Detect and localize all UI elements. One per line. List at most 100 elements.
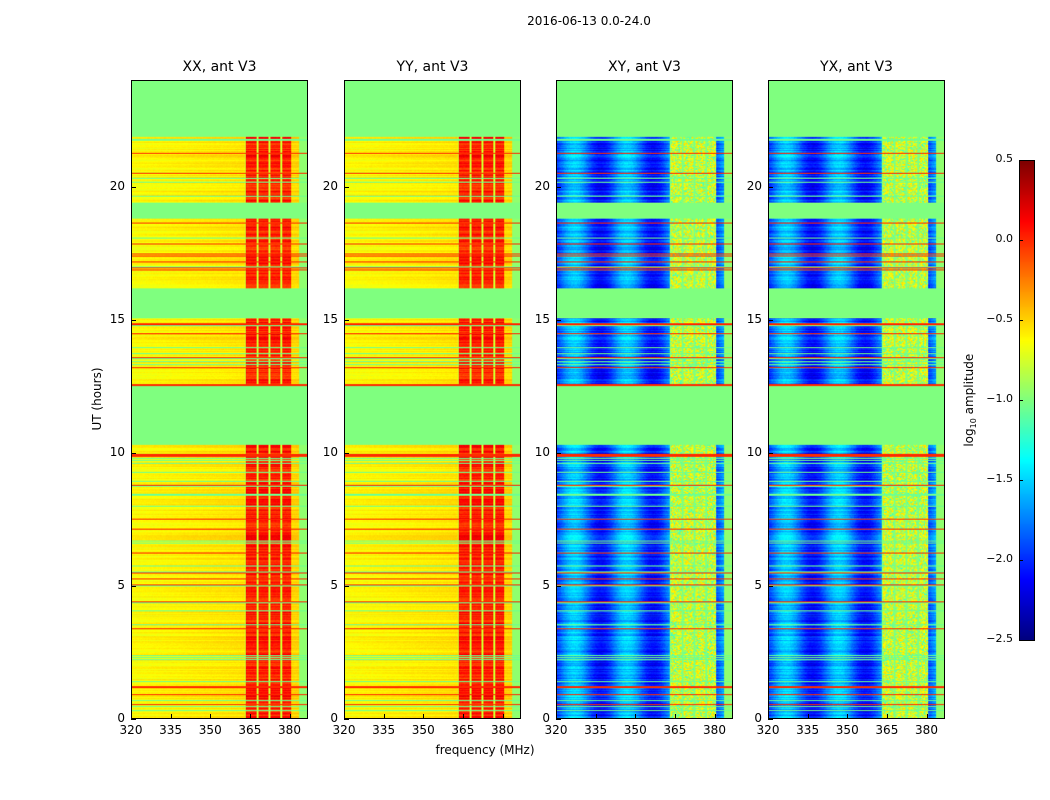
- x-tick-mark: [714, 714, 716, 719]
- colorbar-label-sub: 10: [969, 418, 979, 429]
- x-tick-mark: [462, 714, 464, 719]
- x-tick-label: 365: [875, 723, 899, 737]
- x-tick-label: 335: [584, 723, 608, 737]
- y-axis-label: UT (hours): [90, 367, 104, 431]
- x-tick-mark: [635, 714, 637, 719]
- x-tick-label: 350: [835, 723, 859, 737]
- colorbar-tick-mark: [1019, 480, 1023, 481]
- x-tick-mark: [423, 714, 425, 719]
- x-tick-label: 335: [159, 723, 183, 737]
- x-tick-label: 380: [703, 723, 726, 737]
- x-tick-label: 350: [411, 723, 435, 737]
- heatmap-panel: [131, 80, 308, 719]
- x-tick-mark: [131, 714, 132, 719]
- heatmap-panel: [768, 80, 945, 719]
- heatmap-image: [769, 81, 944, 718]
- colorbar-label: log10 amplitude: [962, 335, 978, 465]
- y-tick-label: 15: [322, 311, 338, 326]
- x-tick-mark: [595, 714, 597, 719]
- colorbar-tick-mark: [1019, 640, 1023, 641]
- x-tick-mark: [926, 714, 928, 719]
- x-tick-label: 365: [238, 723, 262, 737]
- colorbar-tick-label: −2.5: [986, 632, 1013, 645]
- y-tick-mark: [131, 452, 136, 454]
- y-tick-mark: [556, 585, 561, 587]
- figure-title: 2016-06-13 0.0-24.0: [527, 14, 651, 28]
- y-tick-label: 5: [542, 577, 550, 592]
- panel-title: XX, ant V3: [182, 59, 257, 75]
- y-tick-label: 10: [322, 444, 338, 459]
- y-tick-label: 15: [534, 311, 550, 326]
- colorbar-tick-label: −1.0: [986, 392, 1013, 405]
- colorbar-tick-mark: [1019, 560, 1023, 561]
- colorbar-gradient: [1020, 161, 1034, 640]
- colorbar-tick-mark: [1019, 400, 1023, 401]
- y-tick-label: 0: [330, 711, 338, 725]
- y-tick-mark: [556, 319, 561, 321]
- x-axis-label: frequency (MHz): [435, 743, 535, 757]
- y-tick-mark: [768, 585, 773, 587]
- y-tick-label: 20: [109, 178, 125, 193]
- y-tick-mark: [556, 452, 561, 454]
- y-tick-label: 10: [109, 444, 125, 459]
- heatmap-image: [557, 81, 732, 718]
- colorbar-label-prefix: log: [961, 428, 976, 447]
- y-tick-label: 5: [754, 577, 762, 592]
- y-tick-mark: [131, 186, 136, 188]
- panel-title: YX, ant V3: [820, 59, 893, 75]
- y-tick-mark: [131, 319, 136, 321]
- x-tick-label: 335: [372, 723, 396, 737]
- y-tick-label: 0: [117, 711, 125, 725]
- y-tick-mark: [344, 186, 349, 188]
- y-tick-mark: [131, 585, 136, 587]
- y-tick-mark: [768, 719, 773, 720]
- x-tick-label: 380: [491, 723, 514, 737]
- y-tick-mark: [768, 319, 773, 321]
- heatmap-image: [132, 81, 307, 718]
- x-tick-mark: [807, 714, 809, 719]
- x-tick-mark: [210, 714, 212, 719]
- y-tick-label: 10: [534, 444, 550, 459]
- y-tick-label: 0: [542, 711, 550, 725]
- y-tick-label: 5: [117, 577, 125, 592]
- colorbar-label-suffix: amplitude: [961, 353, 976, 419]
- x-tick-mark: [383, 714, 385, 719]
- y-tick-mark: [556, 719, 561, 720]
- y-tick-label: 10: [746, 444, 762, 459]
- colorbar-tick-mark: [1019, 160, 1023, 161]
- colorbar-tick-mark: [1019, 320, 1023, 321]
- x-tick-mark: [170, 714, 172, 719]
- panel-title: YY, ant V3: [396, 59, 469, 75]
- x-tick-label: 380: [278, 723, 301, 737]
- colorbar-tick-mark: [1019, 240, 1023, 241]
- x-tick-label: 335: [796, 723, 820, 737]
- x-tick-mark: [289, 714, 291, 719]
- y-tick-mark: [344, 452, 349, 454]
- y-tick-label: 20: [534, 178, 550, 193]
- panel-title: XY, ant V3: [608, 59, 681, 75]
- x-tick-label: 320: [332, 723, 356, 737]
- y-tick-mark: [768, 186, 773, 188]
- y-tick-mark: [131, 719, 136, 720]
- y-tick-label: 15: [746, 311, 762, 326]
- y-tick-label: 20: [322, 178, 338, 193]
- x-tick-label: 320: [756, 723, 780, 737]
- x-tick-mark: [768, 714, 769, 719]
- y-tick-label: 0: [754, 711, 762, 725]
- y-tick-label: 15: [109, 311, 125, 326]
- heatmap-panel: [556, 80, 733, 719]
- x-tick-mark: [344, 714, 345, 719]
- y-tick-mark: [344, 585, 349, 587]
- colorbar-tick-label: −0.5: [986, 312, 1013, 325]
- x-tick-mark: [674, 714, 676, 719]
- heatmap-panel: [344, 80, 521, 719]
- x-tick-label: 350: [623, 723, 647, 737]
- x-tick-label: 365: [663, 723, 687, 737]
- x-tick-label: 365: [451, 723, 475, 737]
- y-tick-label: 5: [330, 577, 338, 592]
- colorbar-tick-label: 0.0: [995, 232, 1014, 245]
- x-tick-label: 380: [915, 723, 938, 737]
- heatmap-image: [345, 81, 520, 718]
- colorbar-tick-label: −2.0: [986, 552, 1013, 565]
